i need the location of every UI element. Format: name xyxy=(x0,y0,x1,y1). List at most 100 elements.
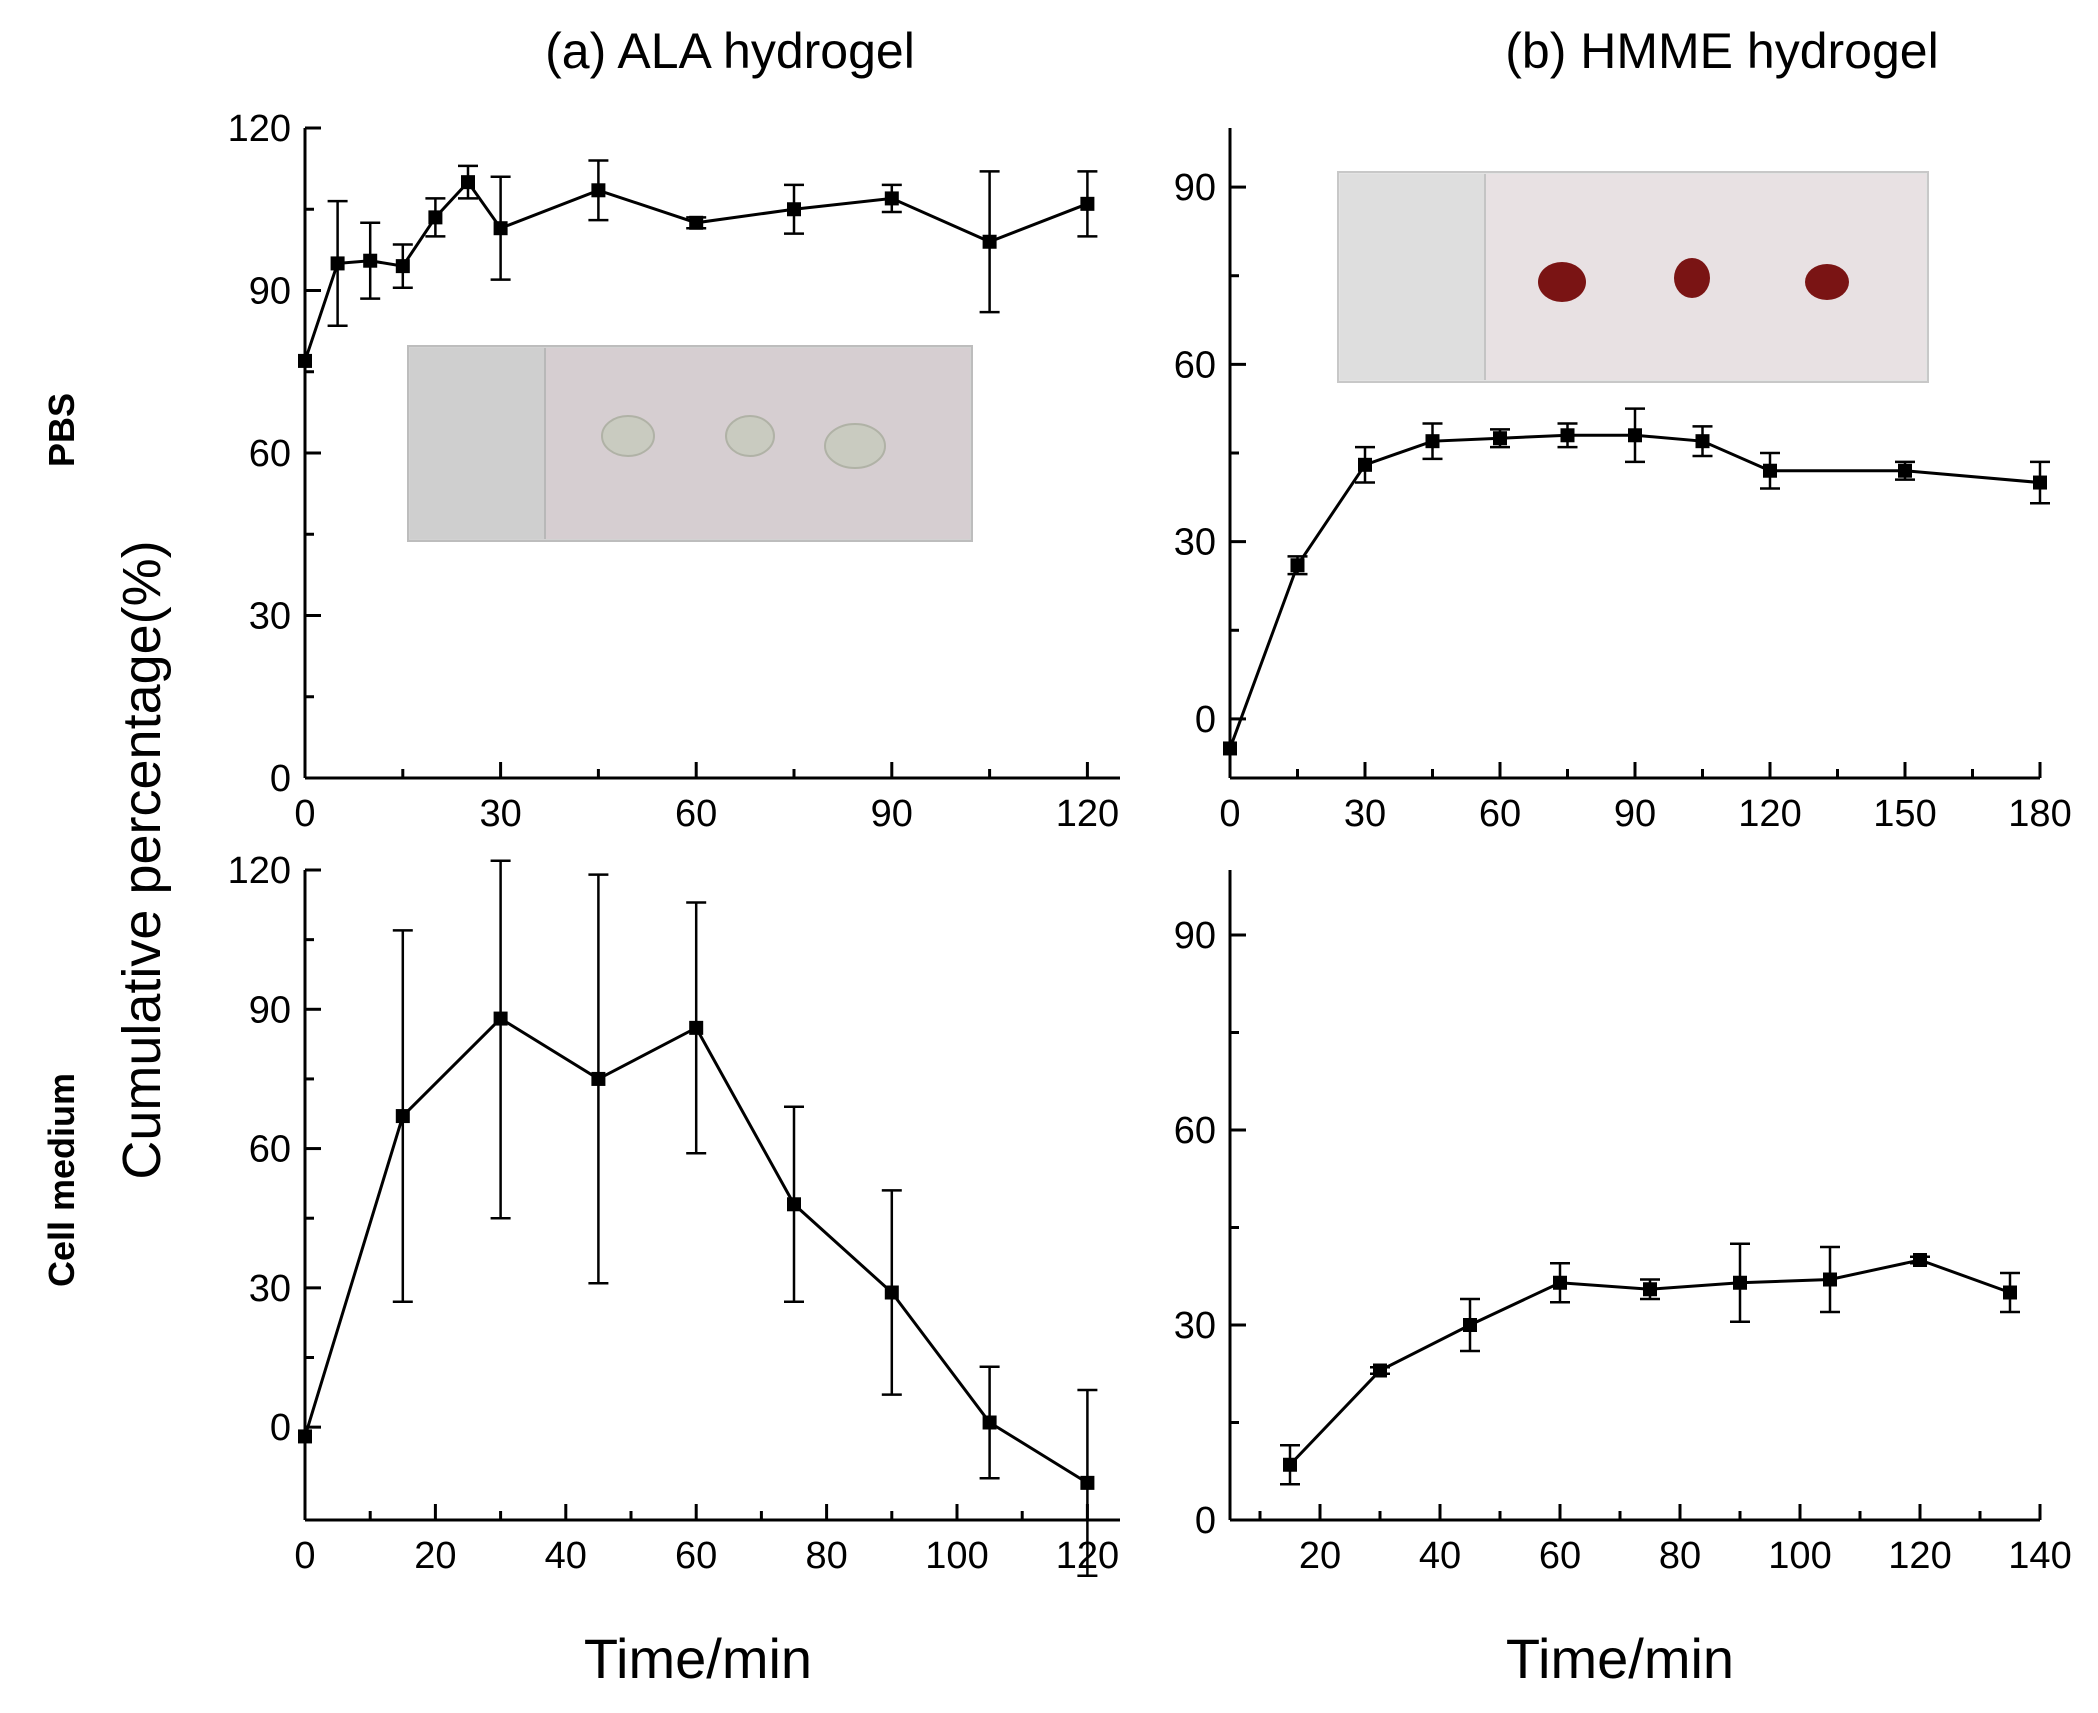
x-tick-label: 30 xyxy=(1344,793,1386,835)
data-point xyxy=(1695,434,1710,449)
data-point xyxy=(1560,428,1575,443)
data-point xyxy=(2003,1285,2017,1300)
data-point xyxy=(689,1020,704,1035)
y-tick-label: 90 xyxy=(249,271,291,313)
y-tick-label: 0 xyxy=(1195,699,1216,741)
y-tick-label: 120 xyxy=(228,850,291,892)
y-tick-label: 60 xyxy=(1174,344,1216,386)
x-tick-label: 60 xyxy=(675,1535,717,1577)
data-point xyxy=(591,1071,606,1086)
data-point xyxy=(298,1429,312,1444)
y-tick-label: 30 xyxy=(1174,1305,1216,1347)
x-tick-label: 60 xyxy=(675,793,717,835)
y-tick-label: 90 xyxy=(1174,167,1216,209)
inset-photo-ala xyxy=(407,345,973,542)
x-tick-label: 150 xyxy=(1873,793,1936,835)
data-point xyxy=(330,256,345,271)
data-point xyxy=(461,175,475,190)
x-tick-label: 120 xyxy=(1888,1535,1951,1577)
data-point xyxy=(298,353,312,368)
data-point xyxy=(1080,196,1095,211)
y-tick-label: 30 xyxy=(1174,522,1216,564)
data-point xyxy=(493,221,508,236)
data-point xyxy=(1763,463,1777,478)
x-tick-label: 180 xyxy=(2008,793,2071,835)
x-tick-label: 120 xyxy=(1738,793,1801,835)
data-point xyxy=(1628,428,1642,443)
data-point xyxy=(884,191,899,206)
data-point xyxy=(1223,741,1237,756)
data-point xyxy=(1283,1457,1297,1472)
data-point xyxy=(493,1011,508,1026)
data-point xyxy=(1080,1475,1095,1490)
x-tick-label: 20 xyxy=(414,1535,456,1577)
y-tick-label: 60 xyxy=(1174,1110,1216,1152)
inset-photo-hmme xyxy=(1337,171,1929,383)
x-tick-label: 0 xyxy=(294,1535,315,1577)
y-tick-label: 90 xyxy=(249,989,291,1031)
x-tick-label: 40 xyxy=(1419,1535,1461,1577)
y-axis-title: Cumulative percentage(%) xyxy=(112,540,172,1179)
x-tick-label: 0 xyxy=(1219,793,1240,835)
chart-panel-ala_pbs: 0 30 60 90 120 0 30 60 90 120 xyxy=(228,108,1120,835)
data-point xyxy=(884,1285,899,1300)
x-tick-label: 30 xyxy=(479,793,521,835)
data-point xyxy=(1463,1318,1477,1332)
chart-panel-hmme_medium: 20 40 60 80 100 120 140 0 30 60 90 xyxy=(1174,870,2072,1577)
series-line xyxy=(303,179,1088,362)
x-tick-label: 0 xyxy=(294,793,315,835)
y-tick-label: 30 xyxy=(249,596,291,638)
data-point xyxy=(1643,1282,1657,1297)
row-label-pbs: PBS xyxy=(41,393,82,467)
x-tick-label: 90 xyxy=(1614,793,1656,835)
x-tick-label: 100 xyxy=(925,1535,988,1577)
data-point xyxy=(395,259,410,274)
data-point xyxy=(428,210,443,225)
data-point xyxy=(591,183,606,198)
col-title-hmme: (b) HMME hydrogel xyxy=(1505,23,1938,79)
x-tick-label: 120 xyxy=(1056,793,1119,835)
data-point xyxy=(1553,1275,1567,1290)
y-tick-label: 0 xyxy=(270,1407,291,1449)
data-point xyxy=(1373,1363,1387,1378)
error-bar xyxy=(490,859,511,1220)
data-point xyxy=(787,1197,801,1212)
data-point xyxy=(1290,558,1305,573)
y-tick-label: 0 xyxy=(270,758,291,800)
x-axis-title-hmme: Time/min xyxy=(1506,1627,1734,1690)
data-point xyxy=(982,234,997,249)
row-label-cell-medium: Cell medium xyxy=(41,1073,82,1287)
chart-panel-hmme_pbs: 0 30 60 90 120 150 180 0 30 60 90 xyxy=(1174,128,2072,835)
data-point xyxy=(1358,457,1372,472)
series-line xyxy=(1228,433,2041,749)
y-tick-label: 60 xyxy=(249,433,291,475)
data-point xyxy=(689,215,704,230)
x-tick-label: 90 xyxy=(871,793,913,835)
y-tick-label: 90 xyxy=(1174,915,1216,957)
y-tick-label: 0 xyxy=(1195,1500,1216,1542)
y-tick-label: 30 xyxy=(249,1268,291,1310)
y-tick-label: 60 xyxy=(249,1129,291,1171)
x-tick-label: 80 xyxy=(1659,1535,1701,1577)
data-point xyxy=(1425,434,1440,449)
data-point xyxy=(787,202,801,217)
data-point xyxy=(1898,463,1912,478)
x-axis-title-ala: Time/min xyxy=(584,1627,812,1690)
data-point xyxy=(1913,1253,1927,1267)
x-tick-label: 140 xyxy=(2008,1535,2071,1577)
data-point xyxy=(1823,1272,1837,1287)
data-point xyxy=(982,1415,997,1430)
x-tick-label: 80 xyxy=(805,1535,847,1577)
data-point xyxy=(363,253,378,268)
data-point xyxy=(1493,431,1507,446)
data-point xyxy=(1733,1275,1747,1290)
x-tick-label: 20 xyxy=(1299,1535,1341,1577)
data-point xyxy=(395,1109,410,1124)
col-title-ala: (a) ALA hydrogel xyxy=(545,23,915,79)
x-tick-label: 60 xyxy=(1539,1535,1581,1577)
x-tick-label: 100 xyxy=(1768,1535,1831,1577)
y-tick-label: 120 xyxy=(228,108,291,150)
x-tick-label: 40 xyxy=(545,1535,587,1577)
